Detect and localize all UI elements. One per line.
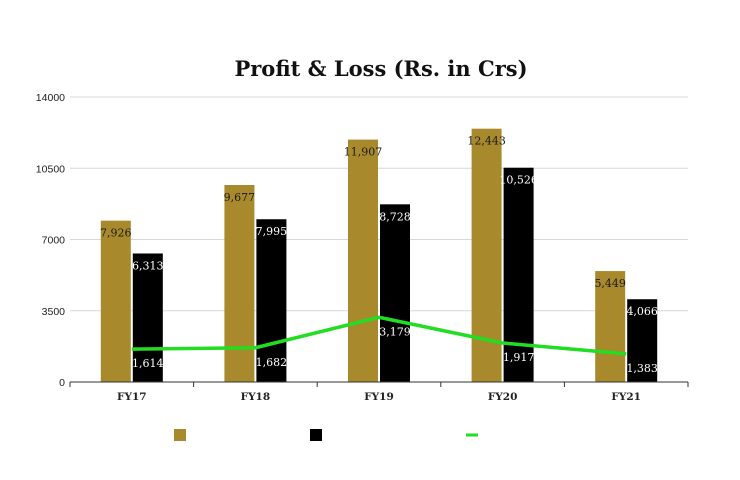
x-tick-label: FY21 bbox=[611, 391, 641, 403]
data-label: 7,926 bbox=[100, 227, 132, 240]
data-label: 9,677 bbox=[224, 191, 256, 204]
data-label: 5,449 bbox=[594, 277, 626, 290]
y-tick-label: 0 bbox=[59, 377, 65, 389]
y-tick-label: 10500 bbox=[36, 163, 65, 175]
legend bbox=[174, 429, 478, 441]
bar bbox=[256, 219, 287, 382]
data-label: 7,995 bbox=[256, 225, 288, 238]
data-label: 6,313 bbox=[132, 259, 164, 272]
x-tick-label: FY17 bbox=[117, 391, 147, 403]
bar bbox=[100, 220, 131, 382]
data-label: 4,066 bbox=[626, 305, 658, 318]
data-label: 12,443 bbox=[467, 135, 506, 148]
y-axis: 0 3500 7000 10500 14000 bbox=[36, 92, 65, 389]
data-labels: 7,926 9,677 11,907 12,443 5,449 6,313 7,995 8,7… bbox=[100, 135, 658, 375]
data-label: 8,728 bbox=[379, 210, 411, 223]
bar bbox=[627, 299, 658, 382]
x-tick-label: FY19 bbox=[364, 391, 394, 403]
bar bbox=[471, 128, 502, 382]
legend-swatch bbox=[174, 429, 186, 441]
data-label: 3,179 bbox=[379, 325, 411, 338]
y-tick-label: 3500 bbox=[42, 306, 66, 318]
data-label: 1,614 bbox=[132, 357, 164, 370]
data-label: 10,526 bbox=[499, 174, 538, 187]
bar bbox=[595, 271, 626, 382]
bars bbox=[100, 128, 658, 382]
y-tick-label: 7000 bbox=[42, 235, 66, 247]
series-line bbox=[131, 315, 627, 356]
y-tick-label: 14000 bbox=[36, 92, 65, 104]
x-axis: FY17 FY18 FY19 FY20 FY21 bbox=[69, 381, 689, 403]
data-label: 1,383 bbox=[626, 362, 658, 375]
line-series bbox=[131, 315, 627, 356]
chart-title: Profit & Loss (Rs. in Crs) bbox=[234, 56, 527, 81]
gridlines bbox=[70, 96, 688, 312]
x-tick-label: FY18 bbox=[241, 391, 271, 403]
x-tick-label: FY20 bbox=[488, 391, 518, 403]
data-label: 11,907 bbox=[344, 146, 383, 159]
data-label: 1,917 bbox=[503, 351, 535, 364]
bar bbox=[348, 139, 378, 382]
legend-swatch bbox=[310, 429, 322, 441]
bar bbox=[132, 253, 163, 382]
bar bbox=[503, 167, 534, 382]
bar bbox=[380, 204, 410, 382]
bar bbox=[224, 185, 255, 382]
data-label: 1,682 bbox=[256, 356, 288, 369]
